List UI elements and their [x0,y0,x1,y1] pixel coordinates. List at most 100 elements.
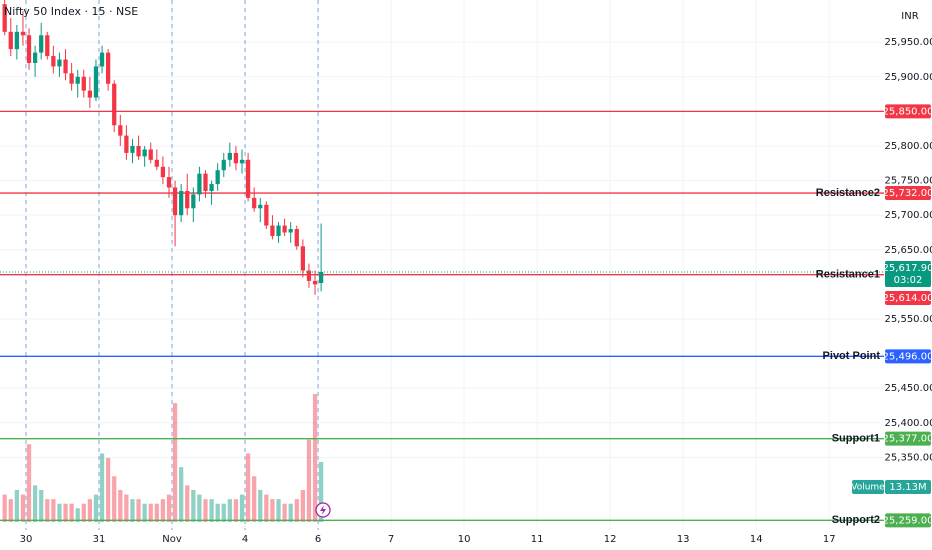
candle-body [8,31,13,50]
countdown: 03:02 [894,275,923,286]
volume-bar [63,503,68,522]
volume-bar [264,494,269,522]
volume-bar [288,503,293,522]
candle-body [93,66,99,98]
candle-body [81,76,86,91]
candle-body [118,125,123,136]
volume-name-box [852,480,884,494]
candle-body [63,59,68,74]
candle-body [69,73,74,84]
volume-bar [39,490,44,522]
x-tick-label: 31 [93,534,106,545]
candle-body [148,149,153,160]
level-name: Pivot Point [823,350,881,362]
candle-body [39,35,44,53]
x-tick-label: 10 [458,534,471,545]
level-price-label: 25,614.00 [883,293,932,304]
level-price-label: 25,850.00 [883,106,932,117]
candle-body [258,204,263,209]
candle-body [112,83,117,126]
y-tick-label: 25,350.00 [885,452,932,463]
candle-body [106,52,111,84]
x-tick-label: 7 [388,534,394,545]
candle-body [276,225,281,236]
candle-body [294,229,299,247]
volume-bar [118,490,123,522]
candle-body [160,166,166,178]
last-price-box [885,260,931,287]
volume-bar [20,494,26,522]
y-tick-label: 25,400.00 [885,418,932,429]
x-tick-label: 30 [20,534,33,545]
volume-bar [69,503,74,522]
volume-bar [32,485,38,522]
level-price-box [885,186,931,201]
volume-bar [203,499,208,522]
volume-bar [221,503,226,522]
x-tick-label: Nov [162,534,182,545]
level-price-box [885,290,931,305]
price-axis: 25,950.0025,900.0025,800.0025,750.0025,7… [883,37,932,528]
volume-bar [233,499,239,522]
volume-bar [136,499,141,522]
volume-bar [14,490,19,522]
candle-body [197,173,202,195]
volume-bar [81,503,86,522]
volume-name: Volume [851,483,885,493]
level-price-label: 25,377.00 [883,434,932,445]
candle-body [45,35,50,57]
volume-value-label: 13.13M [889,482,926,493]
chart-title: Nifty 50 Index · 15 · NSE [4,5,138,18]
volume-bar [26,444,32,522]
volume-bar [99,453,105,522]
candle-body [124,135,129,153]
y-tick-label: 25,900.00 [885,72,932,83]
volume-bar [276,499,281,522]
volume-bar [312,394,318,522]
candle-body [215,170,220,185]
candle-body [306,270,312,281]
volume-bar [197,494,202,522]
volume-bar [75,508,80,522]
candle-body [26,35,32,63]
level-name: Support2 [832,514,880,526]
y-tick-label: 25,550.00 [885,314,932,325]
level-name: Support1 [832,433,880,445]
plot-area [0,0,884,522]
candle-body [32,52,38,63]
replay-icon[interactable] [315,502,331,518]
candle-body [185,190,190,209]
volume-bar [270,499,275,522]
x-tick-label: 14 [750,534,763,545]
volume-bar [93,494,99,522]
grid [0,0,884,530]
candle-body [312,280,318,285]
volume-bar [106,458,111,522]
x-tick-label: 6 [315,534,321,545]
y-tick-label: 25,450.00 [885,383,932,394]
volume-bar [209,499,214,522]
volume-bar [112,476,117,522]
candle-body [233,152,239,164]
volume-bar [57,503,62,522]
y-tick-label: 25,650.00 [885,245,932,256]
volume-value-box [885,480,931,494]
y-tick-label: 25,800.00 [885,141,932,152]
candle-body [252,197,257,209]
volume-bar [124,494,129,522]
candle-body [203,173,208,191]
volume-bar [166,494,172,522]
candle-body [51,56,56,67]
y-tick-label: 25,700.00 [885,210,932,221]
volume-bar [51,499,56,522]
candle-body [87,90,93,98]
x-tick-label: 4 [242,534,248,545]
volume-bar [294,499,299,522]
candle-body [282,225,287,233]
level-price-box [885,104,931,119]
candle-body [136,145,141,157]
level-price-label: 25,496.00 [883,351,932,362]
candle-body [57,59,62,67]
volume-bar [227,499,232,522]
